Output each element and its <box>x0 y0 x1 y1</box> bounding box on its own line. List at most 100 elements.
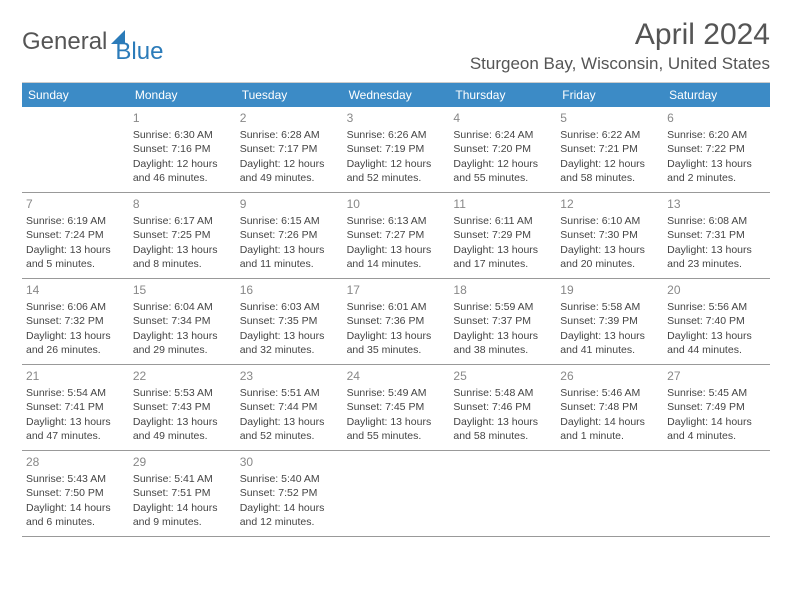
sunrise-text: Sunrise: 6:30 AM <box>133 128 232 142</box>
daylight-text: Daylight: 13 hours and 41 minutes. <box>560 329 659 357</box>
daylight-text: Daylight: 13 hours and 38 minutes. <box>453 329 552 357</box>
calendar-cell: 25Sunrise: 5:48 AMSunset: 7:46 PMDayligh… <box>449 365 556 451</box>
sunrise-text: Sunrise: 5:59 AM <box>453 300 552 314</box>
sunset-text: Sunset: 7:32 PM <box>26 314 125 328</box>
sunrise-text: Sunrise: 6:26 AM <box>347 128 446 142</box>
calendar-cell: 24Sunrise: 5:49 AMSunset: 7:45 PMDayligh… <box>343 365 450 451</box>
calendar-cell: 2Sunrise: 6:28 AMSunset: 7:17 PMDaylight… <box>236 107 343 193</box>
sunset-text: Sunset: 7:44 PM <box>240 400 339 414</box>
day-number: 1 <box>133 110 232 126</box>
sunset-text: Sunset: 7:37 PM <box>453 314 552 328</box>
sunrise-text: Sunrise: 6:10 AM <box>560 214 659 228</box>
sunset-text: Sunset: 7:31 PM <box>667 228 766 242</box>
sunset-text: Sunset: 7:43 PM <box>133 400 232 414</box>
day-header: Thursday <box>449 83 556 107</box>
daylight-text: Daylight: 14 hours and 6 minutes. <box>26 501 125 529</box>
calendar-cell-empty <box>663 451 770 537</box>
calendar-cell: 29 Sunrise: 5:41 AMSunset: 7:51 PMDayligh… <box>129 451 236 537</box>
daylight-text: Daylight: 12 hours and 55 minutes. <box>453 157 552 185</box>
daylight-text: Daylight: 12 hours and 58 minutes. <box>560 157 659 185</box>
sunset-text: Sunset: 7:50 PM <box>26 486 125 500</box>
day-header: Wednesday <box>343 83 450 107</box>
day-number: 24 <box>347 368 446 384</box>
day-number: 15 <box>133 282 232 298</box>
sunrise-text: Sunrise: 6:04 AM <box>133 300 232 314</box>
sunrise-text: Sunrise: 6:13 AM <box>347 214 446 228</box>
calendar-cell-empty <box>556 451 663 537</box>
calendar-cell: 20Sunrise: 5:56 AMSunset: 7:40 PMDayligh… <box>663 279 770 365</box>
daylight-text: Daylight: 13 hours and 20 minutes. <box>560 243 659 271</box>
sunset-text: Sunset: 7:49 PM <box>667 400 766 414</box>
calendar-cell: 19Sunrise: 5:58 AMSunset: 7:39 PMDayligh… <box>556 279 663 365</box>
daylight-text: Daylight: 13 hours and 49 minutes. <box>133 415 232 443</box>
sunrise-text: Sunrise: 5:43 AM <box>26 472 125 486</box>
sunrise-text: Sunrise: 5:54 AM <box>26 386 125 400</box>
day-number: 27 <box>667 368 766 384</box>
day-number: 2 <box>240 110 339 126</box>
day-number: 20 <box>667 282 766 298</box>
sunrise-text: Sunrise: 5:56 AM <box>667 300 766 314</box>
sunrise-text: Sunrise: 6:11 AM <box>453 214 552 228</box>
day-header: Friday <box>556 83 663 107</box>
location-subtitle: Sturgeon Bay, Wisconsin, United States <box>470 54 770 74</box>
sunset-text: Sunset: 7:17 PM <box>240 142 339 156</box>
sunset-text: Sunset: 7:30 PM <box>560 228 659 242</box>
sunrise-text: Sunrise: 5:51 AM <box>240 386 339 400</box>
calendar-cell: 13Sunrise: 6:08 AMSunset: 7:31 PMDayligh… <box>663 193 770 279</box>
daylight-text: Daylight: 13 hours and 47 minutes. <box>26 415 125 443</box>
calendar-cell: 21Sunrise: 5:54 AMSunset: 7:41 PMDayligh… <box>22 365 129 451</box>
sunrise-text: Sunrise: 6:17 AM <box>133 214 232 228</box>
daylight-text: Daylight: 13 hours and 52 minutes. <box>240 415 339 443</box>
sunrise-text: Sunrise: 6:03 AM <box>240 300 339 314</box>
sunset-text: Sunset: 7:20 PM <box>453 142 552 156</box>
calendar-cell: 12 Sunrise: 6:10 AMSunset: 7:30 PMDayligh… <box>556 193 663 279</box>
day-number: 29 <box>133 454 232 470</box>
day-number: 19 <box>560 282 659 298</box>
daylight-text: Daylight: 13 hours and 29 minutes. <box>133 329 232 357</box>
calendar-cell: 5Sunrise: 6:22 AMSunset: 7:21 PMDaylight… <box>556 107 663 193</box>
calendar-cell: 3Sunrise: 6:26 AMSunset: 7:19 PMDaylight… <box>343 107 450 193</box>
daylight-text: Daylight: 13 hours and 17 minutes. <box>453 243 552 271</box>
daylight-text: Daylight: 13 hours and 58 minutes. <box>453 415 552 443</box>
daylight-text: Daylight: 13 hours and 35 minutes. <box>347 329 446 357</box>
daylight-text: Daylight: 14 hours and 9 minutes. <box>133 501 232 529</box>
day-number: 6 <box>667 110 766 126</box>
sunset-text: Sunset: 7:19 PM <box>347 142 446 156</box>
sunrise-text: Sunrise: 6:28 AM <box>240 128 339 142</box>
daylight-text: Daylight: 14 hours and 4 minutes. <box>667 415 766 443</box>
sunrise-text: Sunrise: 5:45 AM <box>667 386 766 400</box>
day-number: 30 <box>240 454 339 470</box>
calendar-cell: 1Sunrise: 6:30 AMSunset: 7:16 PMDaylight… <box>129 107 236 193</box>
daylight-text: Daylight: 13 hours and 44 minutes. <box>667 329 766 357</box>
calendar-cell: 11 Sunrise: 6:11 AMSunset: 7:29 PMDayligh… <box>449 193 556 279</box>
day-header: Tuesday <box>236 83 343 107</box>
sunset-text: Sunset: 7:48 PM <box>560 400 659 414</box>
month-title: April 2024 <box>470 18 770 52</box>
brand-logo: General Blue <box>22 18 163 66</box>
sunrise-text: Sunrise: 5:53 AM <box>133 386 232 400</box>
sunset-text: Sunset: 7:45 PM <box>347 400 446 414</box>
day-number: 14 <box>26 282 125 298</box>
day-number: 28 <box>26 454 125 470</box>
day-number: 12 <box>560 196 659 212</box>
sunset-text: Sunset: 7:16 PM <box>133 142 232 156</box>
calendar-cell: 26Sunrise: 5:46 AMSunset: 7:48 PMDayligh… <box>556 365 663 451</box>
sunset-text: Sunset: 7:34 PM <box>133 314 232 328</box>
sunrise-text: Sunrise: 6:19 AM <box>26 214 125 228</box>
day-number: 18 <box>453 282 552 298</box>
sunrise-text: Sunrise: 6:20 AM <box>667 128 766 142</box>
sunrise-text: Sunrise: 5:41 AM <box>133 472 232 486</box>
sunset-text: Sunset: 7:29 PM <box>453 228 552 242</box>
calendar-cell: 14Sunrise: 6:06 AMSunset: 7:32 PMDayligh… <box>22 279 129 365</box>
sunset-text: Sunset: 7:51 PM <box>133 486 232 500</box>
calendar-cell: 16Sunrise: 6:03 AMSunset: 7:35 PMDayligh… <box>236 279 343 365</box>
calendar-cell: 4Sunrise: 6:24 AMSunset: 7:20 PMDaylight… <box>449 107 556 193</box>
sunset-text: Sunset: 7:41 PM <box>26 400 125 414</box>
brand-text-blue: Blue <box>115 38 163 66</box>
sunset-text: Sunset: 7:35 PM <box>240 314 339 328</box>
daylight-text: Daylight: 13 hours and 14 minutes. <box>347 243 446 271</box>
sunset-text: Sunset: 7:39 PM <box>560 314 659 328</box>
calendar-cell: 10Sunrise: 6:13 AMSunset: 7:27 PMDayligh… <box>343 193 450 279</box>
day-number: 11 <box>453 196 552 212</box>
sunrise-text: Sunrise: 5:40 AM <box>240 472 339 486</box>
